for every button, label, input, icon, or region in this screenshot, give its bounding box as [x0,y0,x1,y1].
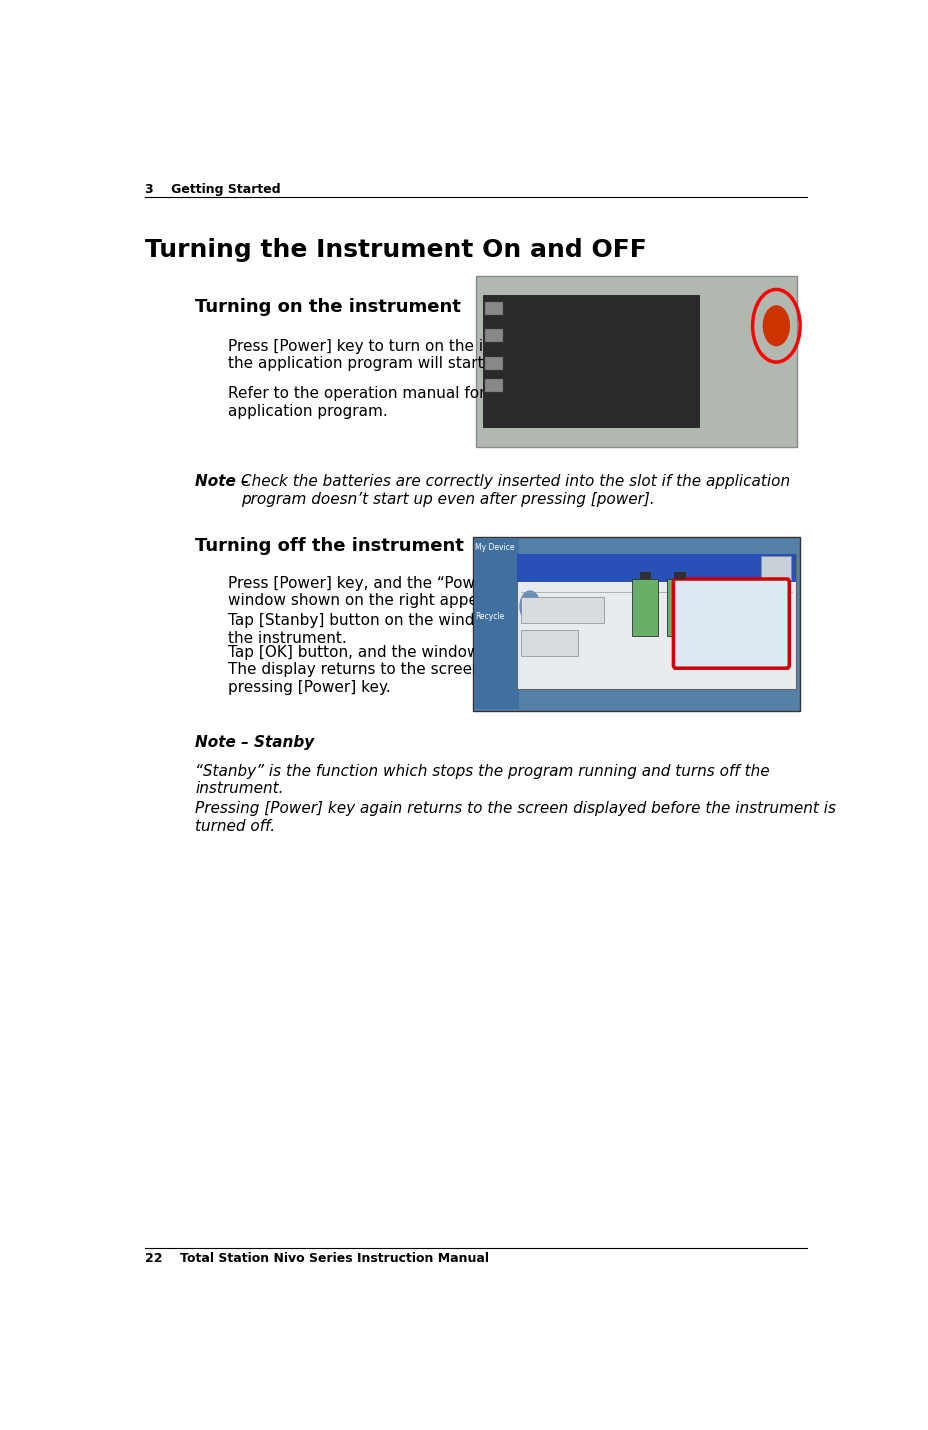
Text: Pressing [Power] key again returns to the screen displayed before the instrument: Pressing [Power] key again returns to th… [195,801,835,834]
FancyBboxPatch shape [484,356,502,370]
FancyBboxPatch shape [484,302,502,315]
FancyBboxPatch shape [673,579,789,668]
Text: Turning off the instrument: Turning off the instrument [195,538,464,555]
Circle shape [520,591,539,622]
FancyBboxPatch shape [473,539,518,709]
Text: Turning on the instrument: Turning on the instrument [195,299,460,316]
Text: Power Key!: Power Key! [522,556,593,566]
Text: Press [Power] key to turn on the instrument, and
the application program will st: Press [Power] key to turn on the instrum… [227,339,600,372]
FancyBboxPatch shape [484,329,502,342]
FancyBboxPatch shape [760,556,791,581]
Text: Standby: Standby [683,608,752,622]
Text: Tap [Stanby] button on the window to turn off
the instrument.: Tap [Stanby] button on the window to tur… [227,613,577,645]
FancyBboxPatch shape [632,579,658,636]
Text: Note –: Note – [195,475,254,489]
Circle shape [763,306,789,346]
FancyBboxPatch shape [484,379,502,392]
FancyBboxPatch shape [674,572,685,579]
Text: Press [Power] key, and the “Power Key!”
window shown on the right appears.: Press [Power] key, and the “Power Key!” … [227,576,536,608]
Text: Check the batteries are correctly inserted into the slot if the application
prog: Check the batteries are correctly insert… [240,475,789,506]
Text: Refer to the operation manual for how to use the
application program.: Refer to the operation manual for how to… [227,386,603,419]
Text: 3    Getting Started: 3 Getting Started [145,183,280,196]
Text: Power key was pressed.: Power key was pressed. [543,591,666,601]
Text: Turning the Instrument On and OFF: Turning the Instrument On and OFF [145,237,646,262]
FancyBboxPatch shape [475,276,795,446]
Text: “Stanby” is the function which stops the program running and turns off the
instr: “Stanby” is the function which stops the… [195,764,769,797]
Text: Note – Stanby: Note – Stanby [195,735,315,751]
Text: OK: OK [767,558,784,568]
Text: My Device: My Device [475,542,514,552]
FancyBboxPatch shape [638,572,651,579]
FancyBboxPatch shape [472,538,799,711]
Text: Backlight On/Off: Backlight On/Off [523,598,604,608]
FancyBboxPatch shape [517,553,795,689]
FancyBboxPatch shape [521,629,578,656]
Text: 22    Total Station Nivo Series Instruction Manual: 22 Total Station Nivo Series Instruction… [145,1251,488,1264]
FancyBboxPatch shape [666,579,692,636]
Text: Recycle: Recycle [475,612,504,621]
FancyBboxPatch shape [521,596,603,623]
FancyBboxPatch shape [483,295,699,428]
FancyBboxPatch shape [517,553,795,582]
Text: Options: Options [523,631,561,641]
Text: Tap [OK] button, and the window disappears.
The display returns to the screen sh: Tap [OK] button, and the window disappea… [227,645,589,695]
